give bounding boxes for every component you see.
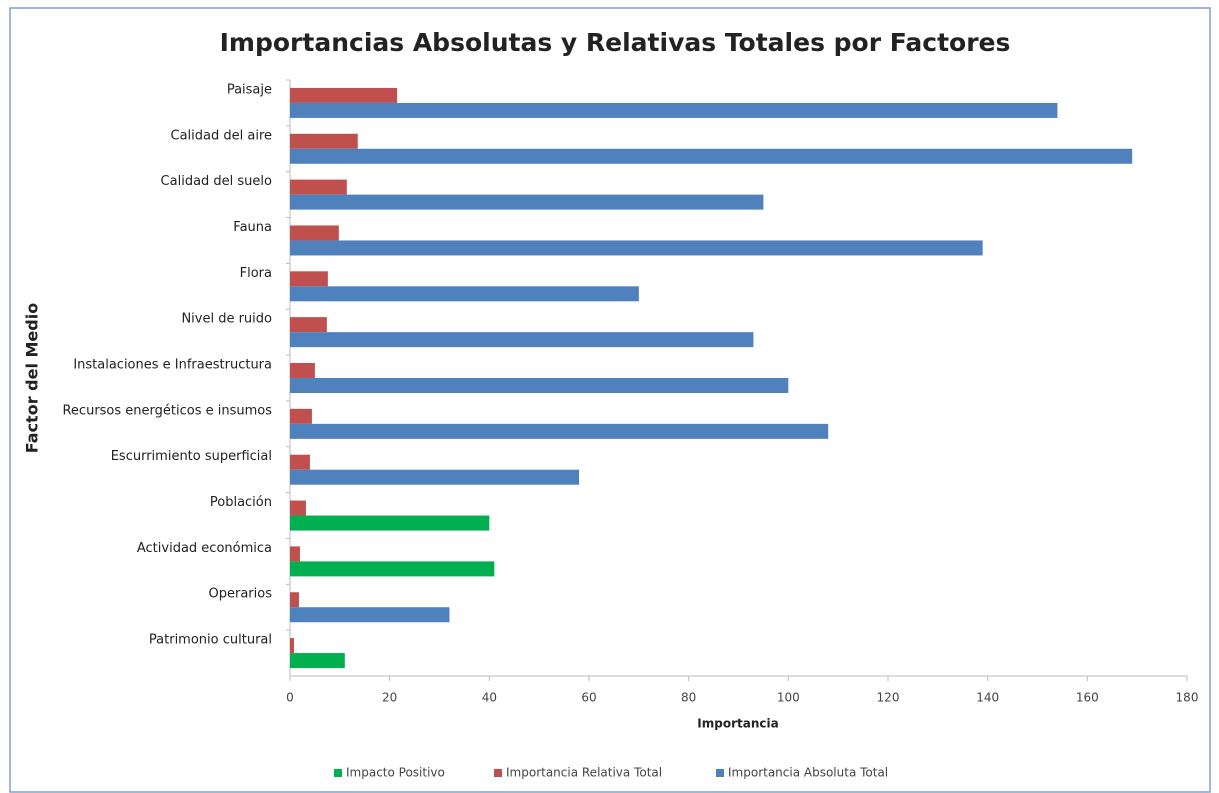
bar	[290, 102, 1058, 118]
chart-title: Importancias Absolutas y Relativas Total…	[220, 28, 1011, 57]
x-tick-label: 120	[877, 691, 900, 705]
bar	[290, 133, 358, 149]
bar	[290, 271, 328, 287]
y-tick-label: Paisaje	[227, 82, 272, 97]
x-tick-label: 180	[1176, 691, 1199, 705]
x-tick-label: 140	[976, 691, 999, 705]
bar	[290, 87, 398, 103]
bar	[290, 286, 639, 302]
bar	[290, 317, 327, 333]
bar	[290, 546, 300, 562]
y-tick-label: Patrimonio cultural	[149, 633, 272, 648]
bar	[290, 408, 312, 424]
legend-label: Impacto Positivo	[346, 766, 445, 780]
y-tick-label: Instalaciones e Infraestructura	[73, 358, 272, 373]
bar	[290, 607, 450, 623]
x-tick-label: 0	[286, 691, 294, 705]
bar	[290, 148, 1133, 164]
bar	[290, 240, 983, 256]
y-tick-label: Población	[210, 495, 272, 510]
y-tick-label: Operarios	[209, 587, 273, 602]
bar	[290, 194, 764, 210]
bar	[290, 225, 339, 241]
y-tick-label: Actividad económica	[137, 541, 272, 556]
legend-label: Importancia Relativa Total	[506, 766, 662, 780]
bar	[290, 515, 490, 531]
legend-swatch	[494, 769, 502, 777]
x-tick-label: 80	[681, 691, 696, 705]
bar	[290, 179, 347, 195]
bar	[290, 332, 754, 348]
y-tick-label: Recursos energéticos e insumos	[62, 403, 272, 418]
bar	[290, 500, 306, 516]
y-tick-label: Fauna	[233, 220, 272, 235]
bar	[290, 469, 580, 485]
bar	[290, 423, 829, 439]
y-axis-label: Factor del Medio	[23, 303, 42, 453]
bar	[290, 592, 299, 608]
y-tick-label: Flora	[240, 266, 272, 281]
legend-swatch	[716, 769, 724, 777]
y-tick-label: Escurrimiento superficial	[111, 449, 272, 464]
y-tick-label: Calidad del suelo	[161, 174, 272, 189]
y-tick-label: Calidad del aire	[171, 128, 273, 143]
x-tick-label: 100	[777, 691, 800, 705]
bar	[290, 454, 310, 470]
x-tick-label: 60	[581, 691, 596, 705]
x-tick-label: 20	[382, 691, 397, 705]
bar	[290, 653, 345, 669]
y-tick-label: Nivel de ruido	[181, 312, 272, 327]
bar	[290, 561, 495, 577]
chart-border	[9, 7, 1211, 793]
x-tick-label: 160	[1076, 691, 1099, 705]
legend-swatch	[334, 769, 342, 777]
legend-label: Importancia Absoluta Total	[728, 766, 888, 780]
bar	[290, 363, 315, 378]
bar	[290, 378, 789, 393]
x-tick-label: 40	[482, 691, 497, 705]
bar	[290, 638, 294, 654]
x-axis-label: Importancia	[697, 717, 778, 731]
